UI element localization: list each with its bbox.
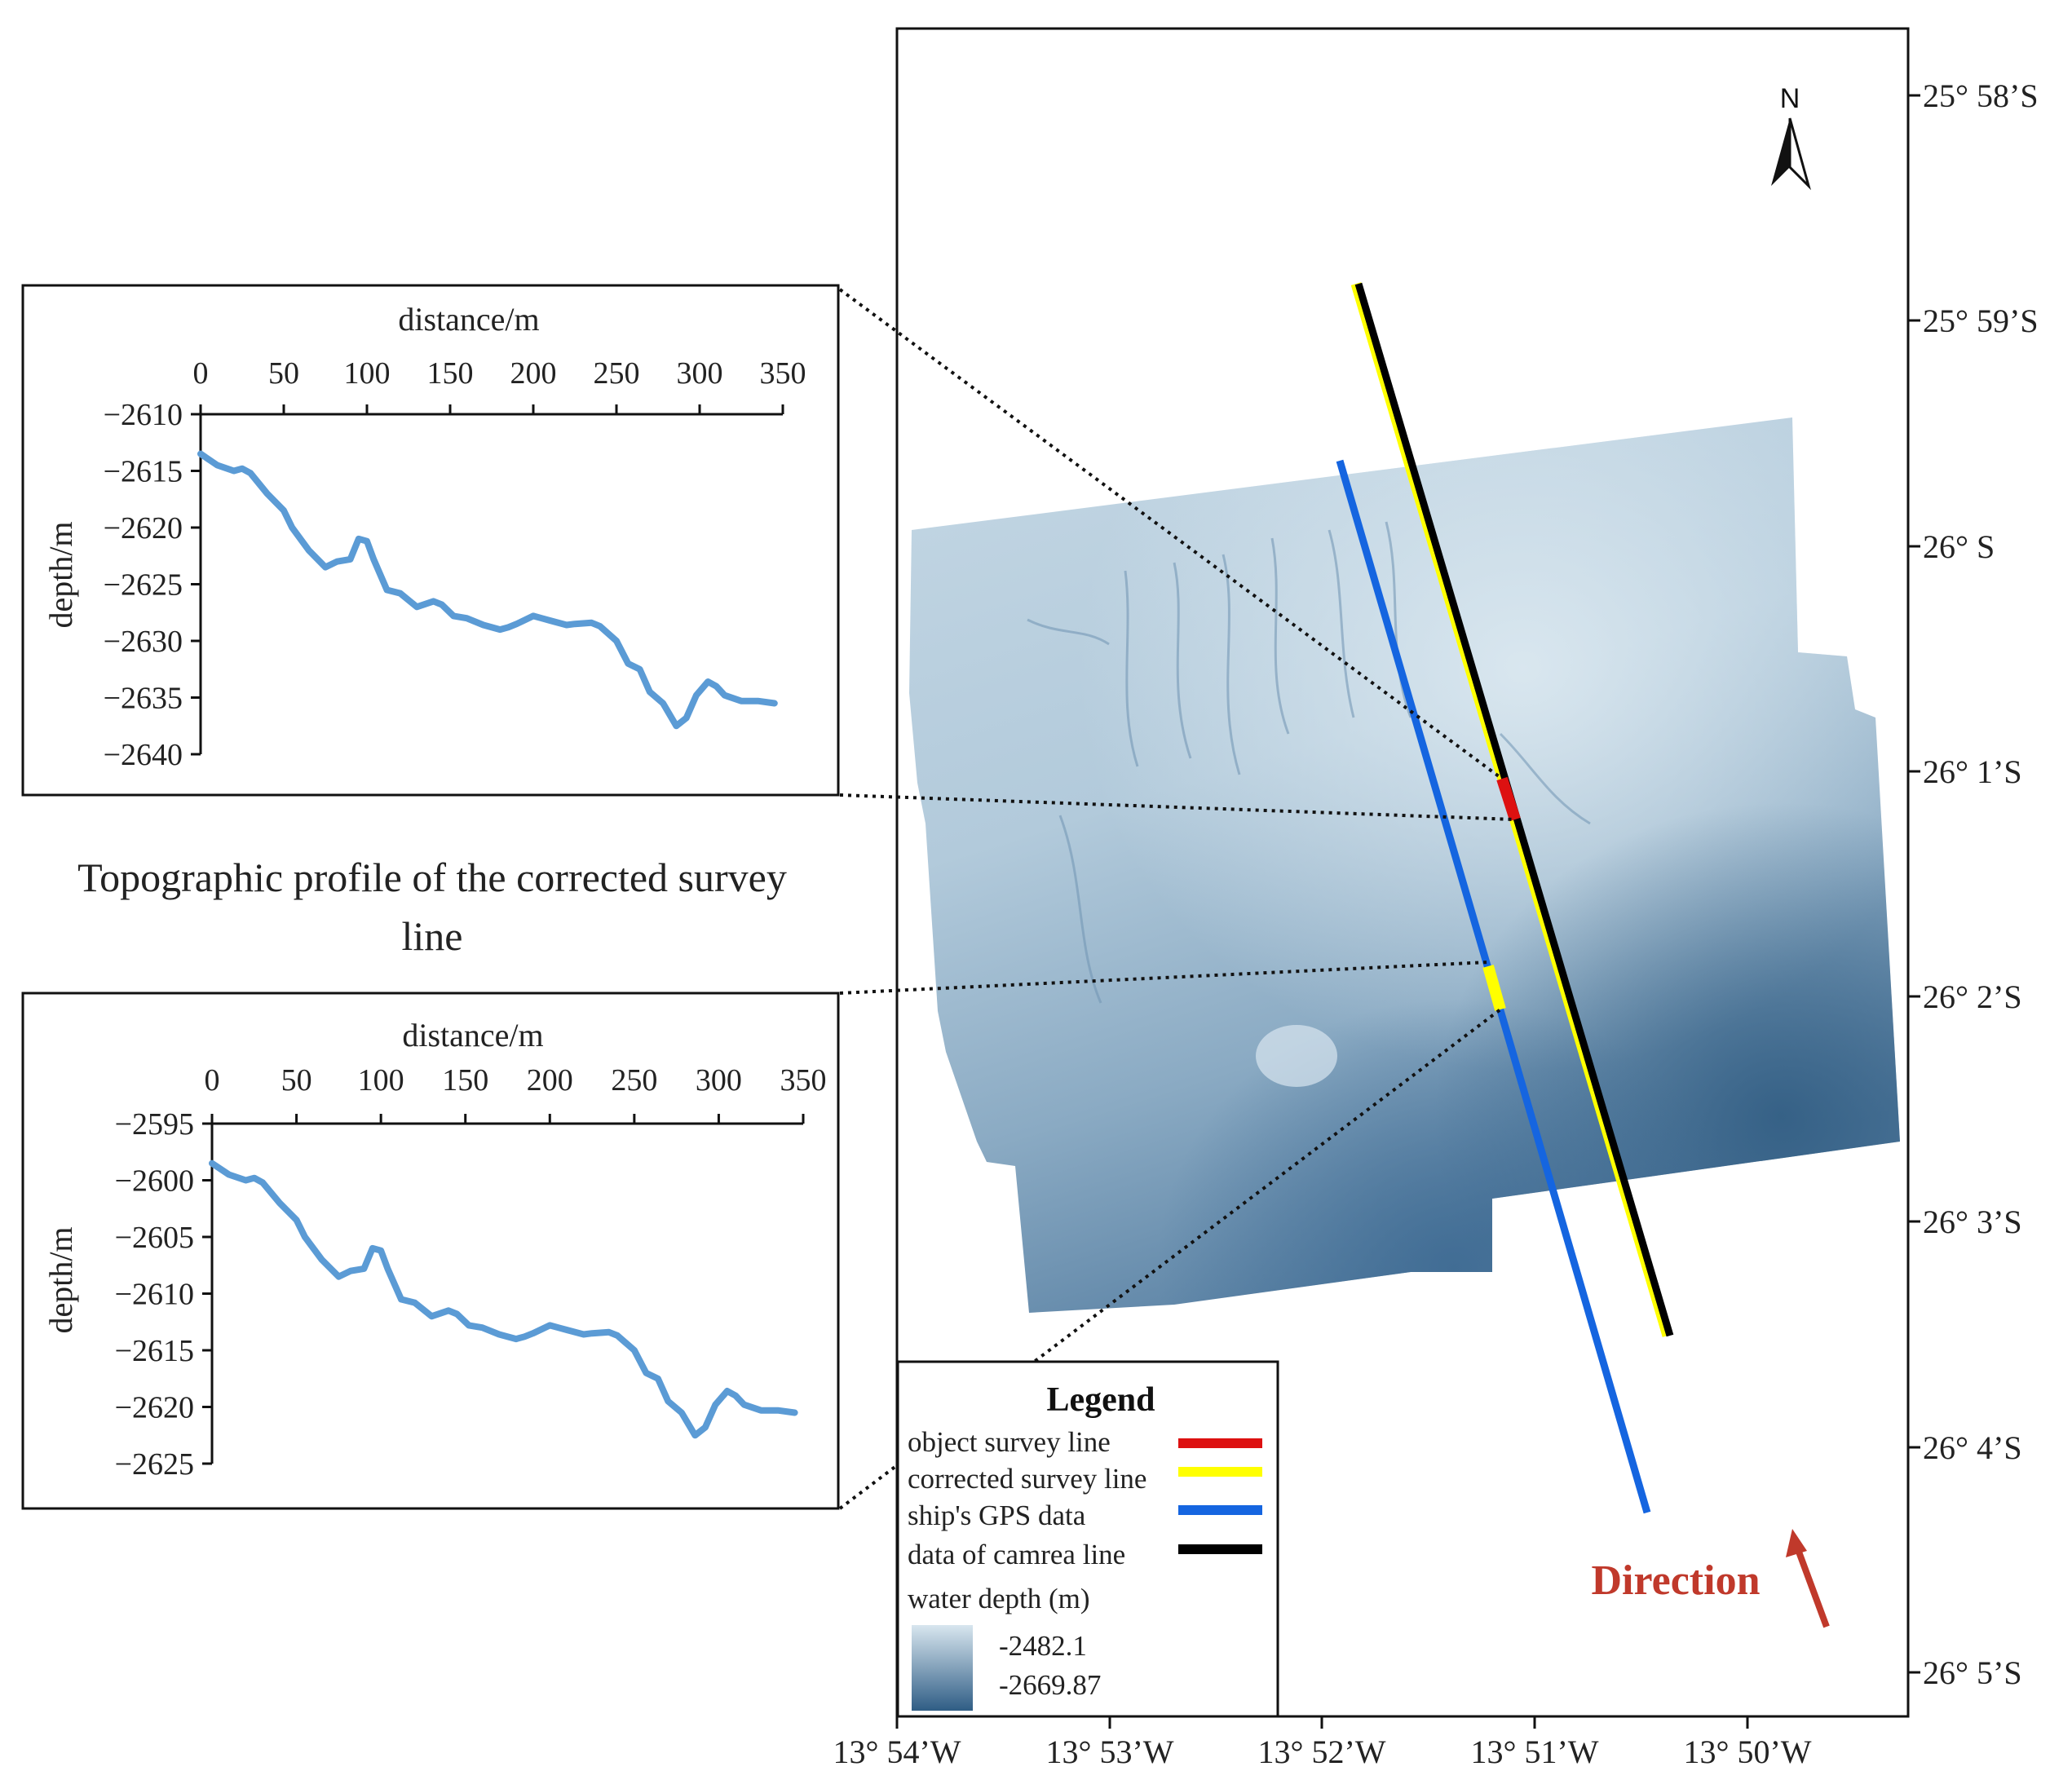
x-tick-label: 300 bbox=[677, 356, 723, 391]
x-tick-label: 250 bbox=[594, 356, 640, 391]
profile-bottom-line bbox=[209, 1159, 798, 1439]
y-tick-label: −2615 bbox=[104, 455, 183, 489]
depth-max-label: -2482.1 bbox=[999, 1630, 1087, 1662]
depth-min-label: -2669.87 bbox=[999, 1669, 1101, 1701]
legend-title: Legend bbox=[1046, 1381, 1155, 1419]
direction-label: Direction bbox=[1592, 1557, 1761, 1604]
x-tick-label: 150 bbox=[442, 1063, 488, 1098]
lat-label: 26° 3’S bbox=[1923, 1204, 2022, 1240]
y-tick-label: −2625 bbox=[104, 568, 183, 603]
profile-top-xlabel: distance/m bbox=[398, 301, 539, 338]
x-tick-label: 200 bbox=[510, 356, 557, 391]
x-tick-label: 50 bbox=[281, 1063, 312, 1098]
corrected-survey-segment bbox=[1482, 965, 1506, 1011]
y-tick-label: −2605 bbox=[115, 1221, 194, 1255]
x-tick-label: 350 bbox=[780, 1063, 827, 1098]
north-arrow-icon bbox=[1771, 118, 1790, 186]
legend-item-label: object survey line bbox=[908, 1426, 1111, 1458]
lon-label: 13° 53’W bbox=[1045, 1734, 1173, 1770]
y-tick-label: −2595 bbox=[115, 1107, 194, 1142]
y-tick-label: −2630 bbox=[104, 625, 183, 659]
survey-lines bbox=[1336, 282, 1674, 1514]
lat-label: 26° S bbox=[1923, 528, 1995, 565]
x-tick-label: 350 bbox=[760, 356, 806, 391]
legend-item-label: ship's GPS data bbox=[908, 1500, 1086, 1531]
legend-depth-title: water depth (m) bbox=[908, 1583, 1090, 1614]
profile-bottom-ylabel: depth/m bbox=[42, 1226, 79, 1333]
connector-top-1 bbox=[838, 288, 1504, 780]
lon-label: 13° 51’W bbox=[1470, 1734, 1598, 1770]
y-tick-label: −2620 bbox=[115, 1391, 194, 1425]
profile-panel-top: distance/m depth/m 0 50 100 150 200 250 300 350… bbox=[21, 284, 840, 797]
depth-color-ramp bbox=[912, 1625, 973, 1711]
lat-label: 25° 59’S bbox=[1923, 303, 2039, 339]
x-tick-label: 0 bbox=[193, 356, 209, 391]
longitude-axis: 13° 54’W 13° 53’W 13° 52’W 13° 51’W 13° … bbox=[833, 1716, 1812, 1770]
lat-label: 26° 1’S bbox=[1923, 753, 2022, 790]
profile-top-line bbox=[197, 450, 778, 730]
y-tick-label: −2620 bbox=[104, 511, 183, 545]
y-tick-label: −2610 bbox=[115, 1278, 194, 1312]
direction-indicator: Direction bbox=[1592, 1529, 1830, 1628]
map-legend: Legend object survey line corrected surv… bbox=[896, 1360, 1279, 1718]
profile-caption: Topographic profile of the corrected sur… bbox=[77, 855, 787, 959]
lon-label: 13° 50’W bbox=[1683, 1734, 1811, 1770]
legend-item-label: corrected survey line bbox=[908, 1463, 1146, 1495]
profile-panel-bottom: distance/m depth/m 0 50 100 150 200 250 300 350… bbox=[21, 992, 840, 1510]
legend-item-label: data of camrea line bbox=[908, 1539, 1125, 1570]
x-tick-label: 50 bbox=[268, 356, 299, 391]
x-tick-label: 100 bbox=[344, 356, 391, 391]
y-tick-label: −2635 bbox=[104, 682, 183, 716]
direction-arrow-icon bbox=[1793, 1544, 1830, 1628]
lon-label: 13° 54’W bbox=[833, 1734, 961, 1770]
y-tick-label: −2615 bbox=[115, 1334, 194, 1368]
x-tick-label: 300 bbox=[696, 1063, 742, 1098]
x-tick-label: 150 bbox=[427, 356, 474, 391]
profile-top-ylabel: depth/m bbox=[42, 521, 79, 628]
latitude-axis: 25° 58’S 25° 59’S 26° S 26° 1’S 26° 2’S … bbox=[1908, 77, 2039, 1691]
x-tick-label: 200 bbox=[527, 1063, 573, 1098]
x-tick-label: 100 bbox=[358, 1063, 404, 1098]
y-tick-label: −2600 bbox=[115, 1164, 194, 1199]
lat-label: 25° 58’S bbox=[1923, 77, 2039, 114]
x-tick-label: 250 bbox=[611, 1063, 657, 1098]
lat-label: 26° 4’S bbox=[1923, 1429, 2022, 1466]
y-tick-label: −2610 bbox=[104, 398, 183, 432]
bathymetry-surface bbox=[909, 417, 1900, 1313]
north-label: N bbox=[1780, 83, 1800, 114]
x-tick-label: 0 bbox=[205, 1063, 220, 1098]
y-tick-label: −2625 bbox=[115, 1447, 194, 1482]
north-arrow: N bbox=[1771, 83, 1811, 191]
y-tick-label: −2640 bbox=[104, 738, 183, 772]
profile-bottom-axes: 0 50 100 150 200 250 300 350 −2595 −2600 −2605 −261… bbox=[115, 1063, 827, 1482]
profile-top-axes: 0 50 100 150 200 250 300 350 −2610 −2615 −2620 −262… bbox=[104, 356, 806, 772]
connector-bottom-1 bbox=[839, 961, 1489, 995]
profile-bottom-xlabel: distance/m bbox=[402, 1017, 543, 1053]
lon-label: 13° 52’W bbox=[1257, 1734, 1385, 1770]
connector-top-2 bbox=[839, 793, 1516, 821]
object-survey-segment bbox=[1496, 776, 1521, 822]
connector-lines bbox=[838, 288, 1516, 1510]
lat-label: 26° 2’S bbox=[1923, 978, 2022, 1015]
lat-label: 26° 5’S bbox=[1923, 1654, 2022, 1691]
